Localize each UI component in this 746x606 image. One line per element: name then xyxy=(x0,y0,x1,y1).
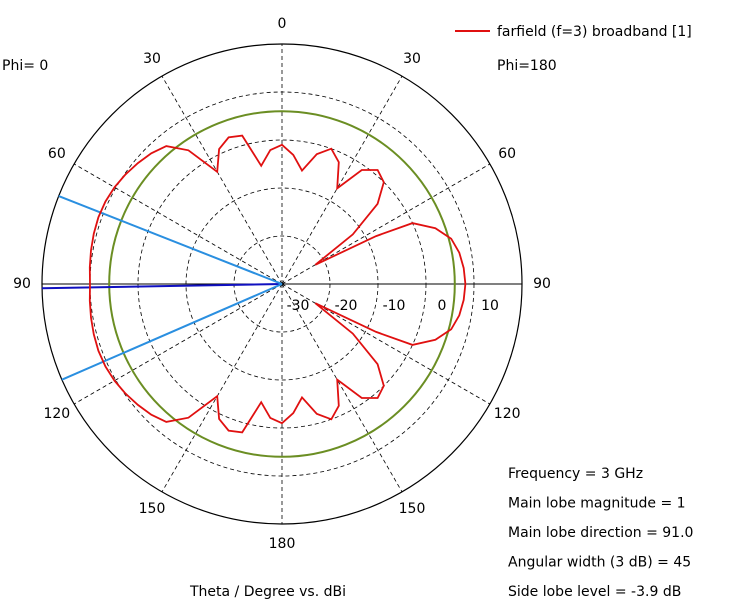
info-text: Side lobe level = -3.9 dB xyxy=(508,584,681,600)
r-tick-label: -10 xyxy=(383,298,406,314)
angle-label: 0 xyxy=(278,16,287,32)
r-tick-label: 10 xyxy=(481,298,499,314)
r-tick-label: -20 xyxy=(335,298,358,314)
info-text: Frequency = 3 GHz xyxy=(508,466,643,482)
angle-label: 150 xyxy=(139,501,166,517)
pattern-line xyxy=(88,134,467,434)
direction-line xyxy=(61,283,283,381)
phi-right-label: Phi=180 xyxy=(497,58,557,74)
angle-label: 150 xyxy=(399,501,426,517)
phi-left-label: Phi= 0 xyxy=(2,58,48,74)
angle-label: 60 xyxy=(498,146,516,162)
grid-spoke xyxy=(73,283,283,405)
angle-label: 30 xyxy=(403,51,421,67)
axis-label: Theta / Degree vs. dBi xyxy=(189,584,346,600)
grid-spoke xyxy=(281,163,491,285)
angle-label: 60 xyxy=(48,146,66,162)
info-text: Angular width (3 dB) = 45 xyxy=(508,555,691,571)
angle-label: 90 xyxy=(533,276,551,292)
info-text: Main lobe magnitude = 1 xyxy=(508,496,686,512)
direction-line xyxy=(58,195,283,285)
angle-label: 30 xyxy=(143,51,161,67)
angle-label: 180 xyxy=(269,536,296,552)
grid-spoke xyxy=(161,283,283,493)
legend-label: farfield (f=3) broadband [1] xyxy=(497,24,692,40)
r-tick-label: -30 xyxy=(287,298,310,314)
direction-line xyxy=(42,283,283,290)
grid-spoke xyxy=(161,75,283,285)
grid-spoke xyxy=(281,283,403,493)
angle-label: 120 xyxy=(494,406,521,422)
grid-spoke xyxy=(281,75,403,285)
grid-spoke xyxy=(281,283,491,405)
angle-label: 120 xyxy=(43,406,70,422)
info-text: Main lobe direction = 91.0 xyxy=(508,525,693,541)
angle-label: 90 xyxy=(13,276,31,292)
r-tick-label: 0 xyxy=(438,298,447,314)
grid-spoke xyxy=(73,163,283,285)
threshold-circle xyxy=(108,110,456,458)
